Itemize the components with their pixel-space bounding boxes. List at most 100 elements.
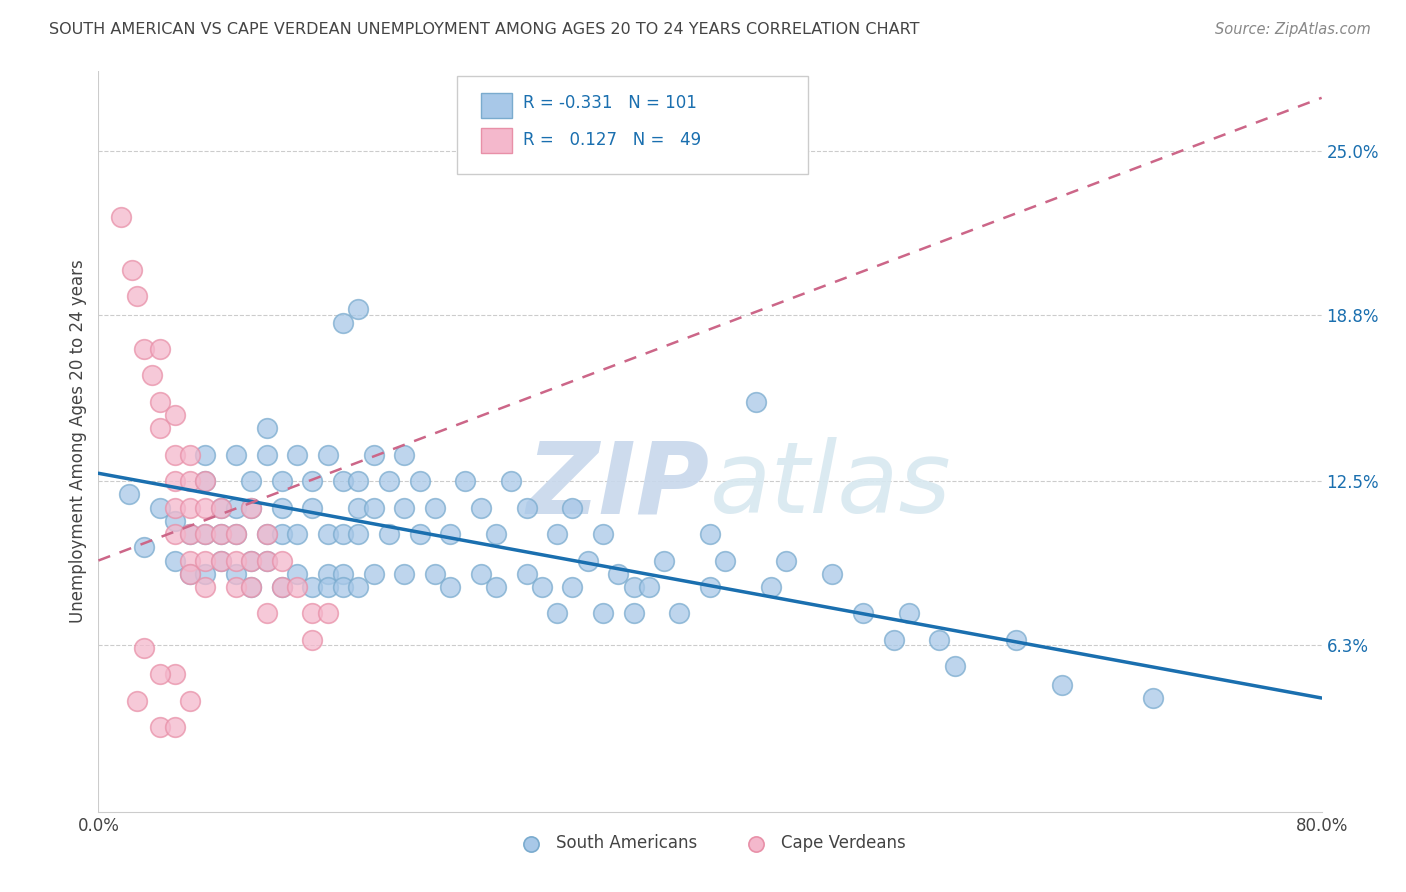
- Point: [332, 316, 354, 330]
- Point: [209, 553, 232, 567]
- Point: [134, 541, 156, 555]
- Point: [392, 500, 416, 515]
- Point: [516, 566, 538, 581]
- Point: [179, 566, 201, 581]
- Point: [179, 500, 201, 515]
- Text: ZIP: ZIP: [527, 437, 710, 534]
- Point: [179, 694, 201, 708]
- Point: [240, 580, 263, 594]
- Point: [332, 580, 354, 594]
- Point: [225, 580, 247, 594]
- Point: [561, 580, 583, 594]
- Point: [194, 566, 217, 581]
- Point: [363, 448, 385, 462]
- Point: [256, 448, 278, 462]
- Point: [439, 580, 461, 594]
- Point: [546, 527, 568, 541]
- Point: [316, 527, 339, 541]
- Point: [423, 500, 446, 515]
- Point: [256, 553, 278, 567]
- Point: [163, 527, 186, 541]
- Point: [699, 527, 721, 541]
- Point: [240, 500, 263, 515]
- Point: [256, 553, 278, 567]
- Point: [530, 580, 553, 594]
- Point: [163, 448, 186, 462]
- Point: [897, 607, 920, 621]
- Point: [439, 527, 461, 541]
- Point: [1050, 678, 1073, 692]
- Point: [347, 302, 370, 317]
- Point: [332, 566, 354, 581]
- Point: [209, 527, 232, 541]
- Text: R =   0.127   N =   49: R = 0.127 N = 49: [523, 131, 702, 149]
- Point: [699, 580, 721, 594]
- Point: [392, 448, 416, 462]
- Point: [194, 474, 217, 488]
- Point: [501, 474, 523, 488]
- Point: [316, 448, 339, 462]
- Point: [270, 527, 292, 541]
- Point: [134, 342, 156, 356]
- Point: [179, 527, 201, 541]
- Point: [240, 580, 263, 594]
- Point: [392, 566, 416, 581]
- Point: [149, 667, 172, 681]
- Point: [225, 527, 247, 541]
- Point: [194, 580, 217, 594]
- Point: [240, 474, 263, 488]
- Point: [270, 580, 292, 594]
- Point: [125, 694, 148, 708]
- Point: [607, 566, 630, 581]
- Point: [316, 580, 339, 594]
- Point: [347, 474, 370, 488]
- Point: [408, 474, 430, 488]
- Point: [285, 580, 308, 594]
- Point: [209, 553, 232, 567]
- Point: [775, 553, 797, 567]
- Point: [592, 527, 614, 541]
- Text: R = -0.331   N = 101: R = -0.331 N = 101: [523, 95, 697, 112]
- Point: [301, 500, 323, 515]
- Point: [652, 553, 675, 567]
- Point: [149, 421, 172, 435]
- Point: [546, 607, 568, 621]
- Point: [485, 527, 508, 541]
- Point: [759, 580, 782, 594]
- Point: [852, 607, 875, 621]
- Point: [270, 580, 292, 594]
- Legend: South Americans, Cape Verdeans: South Americans, Cape Verdeans: [508, 828, 912, 859]
- Point: [745, 395, 768, 409]
- Point: [110, 210, 132, 224]
- Point: [485, 580, 508, 594]
- Point: [179, 553, 201, 567]
- Text: SOUTH AMERICAN VS CAPE VERDEAN UNEMPLOYMENT AMONG AGES 20 TO 24 YEARS CORRELATIO: SOUTH AMERICAN VS CAPE VERDEAN UNEMPLOYM…: [49, 22, 920, 37]
- Point: [270, 553, 292, 567]
- Point: [363, 566, 385, 581]
- Point: [470, 566, 492, 581]
- Point: [141, 368, 163, 383]
- Point: [378, 527, 401, 541]
- Point: [928, 632, 950, 647]
- Point: [163, 408, 186, 422]
- Point: [332, 527, 354, 541]
- Point: [668, 607, 690, 621]
- Point: [194, 553, 217, 567]
- Point: [240, 500, 263, 515]
- Point: [225, 500, 247, 515]
- Point: [423, 566, 446, 581]
- Point: [347, 527, 370, 541]
- Point: [194, 527, 217, 541]
- Point: [163, 474, 186, 488]
- Point: [592, 607, 614, 621]
- Point: [943, 659, 966, 673]
- Point: [408, 527, 430, 541]
- Point: [118, 487, 141, 501]
- Point: [270, 474, 292, 488]
- Y-axis label: Unemployment Among Ages 20 to 24 years: Unemployment Among Ages 20 to 24 years: [69, 260, 87, 624]
- Point: [347, 500, 370, 515]
- Point: [209, 500, 232, 515]
- Point: [516, 500, 538, 515]
- Point: [149, 500, 172, 515]
- Point: [301, 632, 323, 647]
